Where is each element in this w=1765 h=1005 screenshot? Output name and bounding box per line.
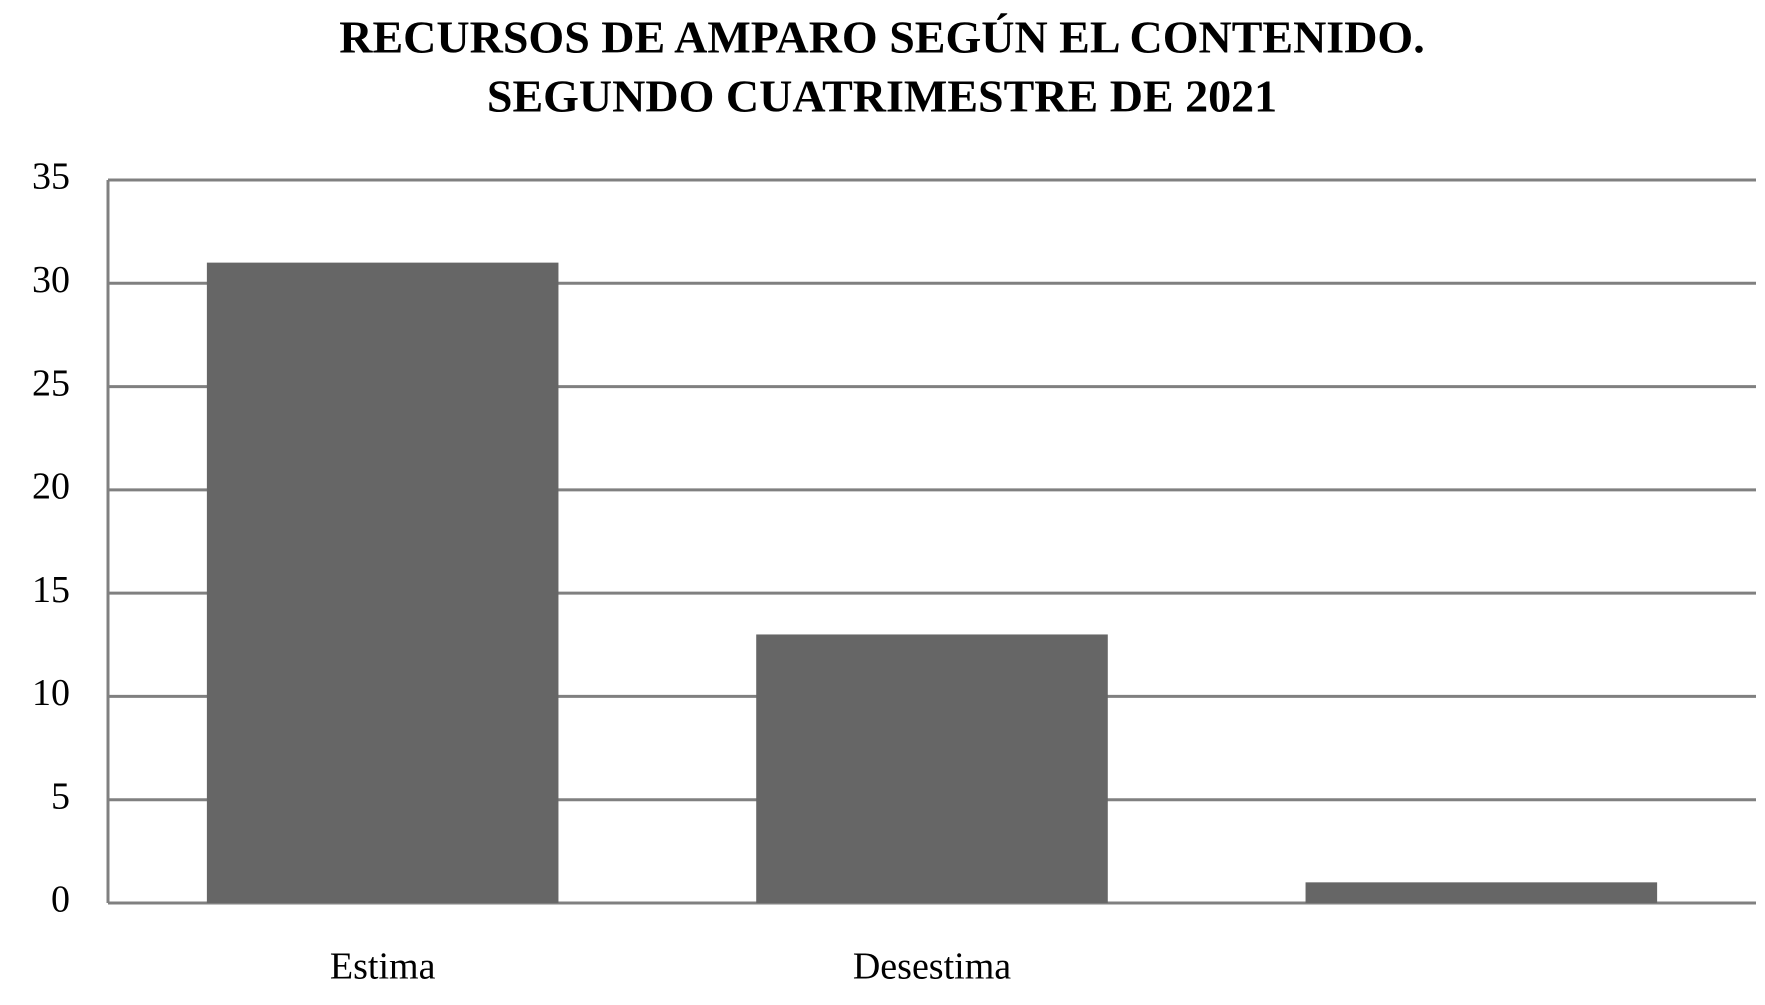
y-tick-label: 35 xyxy=(32,156,70,198)
bar xyxy=(1305,882,1658,903)
x-tick-label: Estima xyxy=(330,946,436,988)
chart-title: RECURSOS DE AMPARO SEGÚN EL CONTENIDO. xyxy=(339,12,1424,63)
y-tick-label: 10 xyxy=(32,672,70,714)
bar xyxy=(206,262,559,904)
y-tick-label: 30 xyxy=(32,259,70,301)
x-tick-label: Desestima xyxy=(853,946,1011,988)
y-tick-label: 0 xyxy=(51,879,70,921)
chart-title: SEGUNDO CUATRIMESTRE DE 2021 xyxy=(487,71,1277,122)
bar xyxy=(756,634,1108,903)
y-tick-label: 20 xyxy=(32,466,70,508)
y-tick-label: 25 xyxy=(32,362,70,404)
y-tick-label: 15 xyxy=(32,569,70,611)
y-tick-label: 5 xyxy=(51,775,70,817)
